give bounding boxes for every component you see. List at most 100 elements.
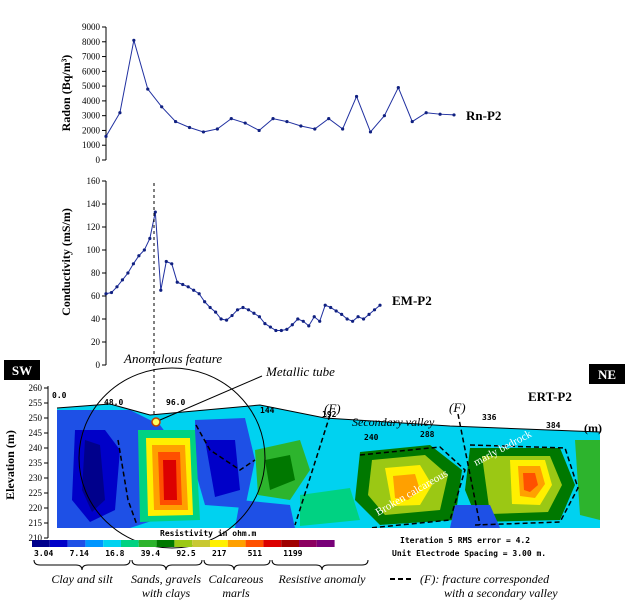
resistivity-scale: Resistivity in ohm.m 3.04 7.14 16.8 39.4 92.… bbox=[32, 528, 335, 558]
y-tick-label: 3000 bbox=[82, 111, 101, 121]
series-point bbox=[235, 308, 240, 312]
scale-label: 7.14 bbox=[70, 549, 89, 558]
radon-series bbox=[104, 38, 456, 138]
series-point bbox=[361, 317, 366, 321]
legend-braces bbox=[33, 559, 369, 571]
ert-zone-green-2 bbox=[300, 488, 360, 526]
series-point bbox=[340, 312, 344, 316]
scale-swatch bbox=[245, 540, 264, 547]
series-point bbox=[424, 111, 428, 115]
scale-swatch bbox=[227, 540, 246, 547]
brace-clay bbox=[33, 559, 131, 571]
distance-label: 48.0 bbox=[104, 398, 123, 407]
series-point bbox=[368, 130, 373, 134]
series-point bbox=[214, 310, 218, 314]
series-point bbox=[410, 119, 414, 124]
ert-zone-core-column bbox=[163, 460, 177, 500]
series-point bbox=[186, 285, 190, 289]
series-point bbox=[356, 315, 360, 319]
y-tick-label: 60 bbox=[91, 291, 101, 301]
cond-series bbox=[104, 210, 382, 333]
series-point bbox=[246, 308, 251, 312]
y-tick-label: 210 bbox=[29, 533, 43, 543]
anomaly-ellipse bbox=[78, 367, 266, 549]
series-point bbox=[241, 305, 245, 310]
metallic-tube-pointer bbox=[159, 375, 263, 421]
series-point bbox=[146, 87, 150, 91]
series-point bbox=[263, 322, 267, 326]
scale-label: 217 bbox=[212, 549, 227, 558]
series-point bbox=[159, 288, 163, 292]
series-point bbox=[192, 288, 196, 292]
distance-label: 384 bbox=[546, 421, 561, 430]
legend-sands-1: Sands, gravels bbox=[131, 572, 201, 586]
y-tick-label: 225 bbox=[29, 488, 43, 498]
y-tick-label: 220 bbox=[29, 503, 43, 513]
scale-labels: 3.04 7.14 16.8 39.4 92.5 217 511 1199 bbox=[34, 549, 303, 558]
series-point bbox=[120, 278, 125, 282]
anomalous-label: Anomalous feature bbox=[123, 351, 222, 366]
distance-label: 240 bbox=[364, 433, 379, 442]
series-point bbox=[378, 303, 382, 307]
series-line bbox=[105, 40, 455, 137]
scale-title: Resistivity in ohm.m bbox=[160, 528, 257, 538]
series-point bbox=[229, 117, 233, 121]
y-tick-label: 5000 bbox=[82, 81, 101, 91]
series-point bbox=[132, 38, 136, 42]
ert-boundary-1 bbox=[117, 439, 138, 526]
scale-swatch bbox=[85, 540, 104, 547]
series-point bbox=[327, 117, 331, 121]
cond-y-ticks: 0 20 40 60 80 100 120 140 160 bbox=[87, 176, 106, 370]
y-tick-label: 230 bbox=[29, 473, 43, 483]
series-point bbox=[175, 280, 179, 284]
sw-box bbox=[4, 360, 40, 380]
ert-zone-navy-left bbox=[82, 440, 105, 512]
y-tick-label: 0 bbox=[96, 155, 101, 165]
ert-section bbox=[57, 404, 600, 528]
series-point bbox=[219, 317, 223, 321]
series-point bbox=[104, 134, 108, 138]
legend-fracture-2: with a secondary valley bbox=[444, 586, 558, 600]
ert-ylabel: Elevation (m) bbox=[3, 430, 17, 500]
distance-label: 144 bbox=[260, 406, 275, 415]
series-point bbox=[268, 325, 272, 329]
tube-label: Metallic tube bbox=[265, 364, 335, 379]
fracture-label-1: (F) bbox=[324, 401, 341, 416]
scale-swatch bbox=[299, 540, 317, 547]
ert-boundary-marly bbox=[469, 444, 579, 526]
series-point bbox=[334, 309, 338, 313]
secondary-valley-label: Secondary valley bbox=[352, 415, 435, 429]
distance-unit: (m) bbox=[584, 421, 602, 435]
y-tick-label: 255 bbox=[29, 398, 43, 408]
series-point bbox=[279, 328, 283, 333]
series-point bbox=[323, 303, 327, 307]
series-point bbox=[313, 127, 317, 131]
y-tick-label: 235 bbox=[29, 458, 43, 468]
series-point bbox=[142, 248, 146, 252]
series-point bbox=[208, 305, 212, 310]
series-point bbox=[290, 323, 294, 327]
fracture-label-2: (F) bbox=[449, 400, 466, 415]
scale-label: 3.04 bbox=[34, 549, 53, 558]
series-point bbox=[285, 327, 289, 331]
series-point bbox=[252, 311, 256, 315]
y-tick-label: 260 bbox=[29, 383, 43, 393]
ert-zone-blue-right bbox=[450, 505, 500, 528]
series-point bbox=[224, 318, 229, 322]
series-point bbox=[285, 119, 289, 124]
radon-ylabel: Radon (Bq/m³) bbox=[59, 55, 73, 132]
scale-swatch bbox=[32, 540, 50, 547]
fracture-line-2 bbox=[457, 413, 481, 526]
y-tick-label: 240 bbox=[29, 443, 43, 453]
series-point bbox=[345, 317, 349, 321]
y-tick-label: 9000 bbox=[82, 22, 101, 32]
series-point bbox=[354, 94, 359, 99]
series-point bbox=[104, 292, 108, 296]
distance-label: 96.0 bbox=[166, 398, 185, 407]
ert-panel: 260 255 250 245 240 235 230 225 220 215 210 Elevat… bbox=[3, 351, 625, 549]
series-point bbox=[307, 324, 311, 328]
series-point bbox=[452, 113, 456, 117]
series-point bbox=[201, 130, 206, 134]
y-tick-label: 2000 bbox=[82, 125, 101, 135]
sw-label: SW bbox=[12, 363, 32, 378]
